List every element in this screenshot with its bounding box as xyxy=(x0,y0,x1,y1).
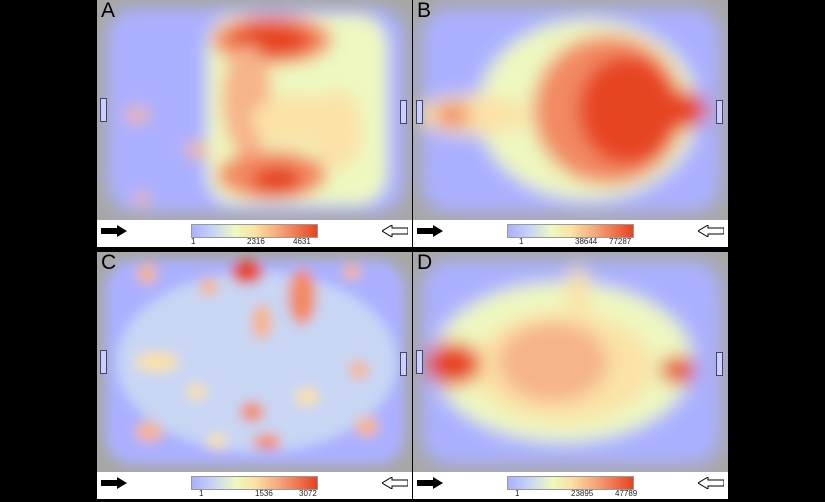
heatmap-c: C xyxy=(97,252,412,472)
arrow-right-icon xyxy=(101,477,127,489)
color-scale-bar: 1 38644 77287 xyxy=(413,220,728,247)
arrow-right-icon xyxy=(101,225,127,237)
scale-mid: 1536 xyxy=(255,489,273,498)
scale-min: 1 xyxy=(515,489,520,498)
scale-mid: 38644 xyxy=(575,237,598,246)
heatmap-d: D xyxy=(413,252,728,472)
scale-max: 3072 xyxy=(299,489,317,498)
arrow-left-icon xyxy=(382,477,408,489)
scale-max: 77287 xyxy=(609,237,632,246)
color-scale xyxy=(507,476,634,490)
color-scale xyxy=(191,476,318,490)
scale-mid: 2316 xyxy=(247,237,265,246)
heatmap-panel-c: C 1 1536 3072 xyxy=(97,252,412,502)
scale-mid: 23895 xyxy=(571,489,594,498)
scale-max: 4631 xyxy=(293,237,311,246)
scale-min: 1 xyxy=(519,237,524,246)
heatmap-panel-d: D 1 23895 47789 xyxy=(413,252,728,502)
exit-marker xyxy=(716,352,723,376)
scale-min: 1 xyxy=(199,489,204,498)
entrance-marker xyxy=(416,100,423,124)
heatmap-a: A xyxy=(97,0,412,220)
heatmap-panel-a: A 1 2316 4631 xyxy=(97,0,412,250)
color-scale-bar: 1 23895 47789 xyxy=(413,472,728,499)
arrow-left-icon xyxy=(698,225,724,237)
entrance-marker xyxy=(100,350,107,374)
entrance-marker xyxy=(100,98,107,122)
arrow-right-icon xyxy=(417,225,443,237)
entrance-marker xyxy=(416,350,423,374)
panel-label: D xyxy=(417,252,433,274)
panel-label: C xyxy=(101,252,117,274)
exit-marker xyxy=(400,352,407,376)
scale-max: 47789 xyxy=(615,489,638,498)
color-scale xyxy=(507,224,634,238)
scale-min: 1 xyxy=(191,237,196,246)
color-scale-bar: 1 1536 3072 xyxy=(97,472,412,499)
color-scale xyxy=(191,224,318,238)
exit-marker xyxy=(400,100,407,124)
arrow-left-icon xyxy=(698,477,724,489)
heatmap-panel-b: B 1 38644 77287 xyxy=(413,0,728,250)
arrow-left-icon xyxy=(382,225,408,237)
panel-label: B xyxy=(417,0,432,22)
arrow-right-icon xyxy=(417,477,443,489)
panel-label: A xyxy=(101,0,116,22)
heatmap-b: B xyxy=(413,0,728,220)
exit-marker xyxy=(716,100,723,124)
color-scale-bar: 1 2316 4631 xyxy=(97,220,412,247)
